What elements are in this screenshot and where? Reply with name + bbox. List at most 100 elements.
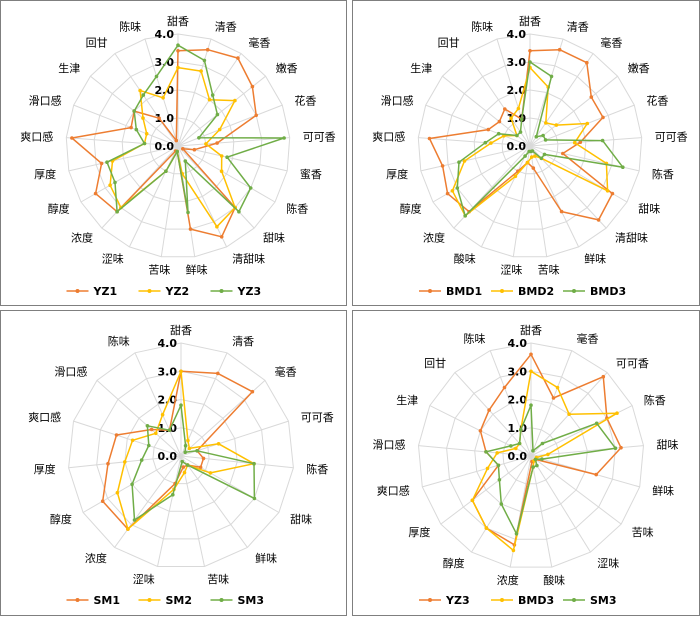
- series-point: [525, 160, 530, 165]
- series-point: [248, 186, 253, 190]
- series-point: [181, 465, 186, 469]
- series-point: [615, 411, 619, 415]
- series-point: [542, 152, 547, 157]
- grid-spoke: [134, 352, 182, 457]
- category-label: 嫩香: [628, 61, 650, 75]
- grid-spoke: [418, 445, 532, 457]
- series-point: [551, 396, 556, 400]
- series-point: [154, 431, 158, 436]
- grid-spoke: [489, 350, 532, 457]
- grid-spoke: [529, 145, 548, 257]
- grid-spoke: [442, 75, 531, 147]
- category-label: 浓度: [71, 231, 93, 245]
- category-label: 厚度: [34, 167, 56, 181]
- category-label: 可可香: [303, 131, 336, 144]
- grid-ring: [417, 33, 643, 258]
- series-point: [554, 123, 559, 127]
- series-point: [215, 224, 219, 229]
- category-label: 嫩香: [276, 61, 298, 75]
- series-point: [215, 141, 219, 145]
- series-point: [523, 154, 527, 158]
- category-label: 爽口感: [377, 485, 410, 498]
- category-label: 厚度: [408, 525, 430, 539]
- category-label: 醇度: [443, 556, 465, 570]
- category-label: 鲜味: [584, 252, 606, 266]
- series-point: [171, 492, 175, 497]
- series-point: [100, 499, 105, 503]
- tick-label: 1.0: [508, 422, 528, 435]
- grid-spoke: [180, 352, 228, 457]
- category-label: 可可香: [655, 131, 688, 144]
- tick-label: 2.0: [507, 84, 527, 97]
- category-label: 陈味: [464, 332, 486, 346]
- grid-spoke: [530, 445, 644, 457]
- series-point: [463, 214, 467, 218]
- series-point: [199, 69, 203, 73]
- legend-label: BMD3: [518, 594, 554, 607]
- series-point: [518, 130, 523, 134]
- series-point: [539, 156, 544, 161]
- legend-marker: [75, 598, 80, 602]
- category-label: 涩味: [500, 264, 522, 277]
- category-label: 甜味: [290, 513, 312, 526]
- category-label: 陈香: [644, 393, 666, 407]
- category-label: 陈香: [306, 462, 328, 476]
- series-point: [427, 136, 432, 141]
- series-point: [216, 371, 220, 376]
- category-label: 爽口感: [28, 411, 61, 424]
- series-point: [179, 403, 183, 407]
- tick-label: 3.0: [507, 56, 527, 69]
- series-point: [188, 227, 193, 231]
- series-point: [219, 154, 224, 158]
- series-point: [527, 149, 531, 154]
- series-point: [549, 74, 554, 79]
- legend-label: SM2: [166, 594, 193, 607]
- legend-marker: [500, 598, 504, 602]
- grid-spoke: [420, 145, 531, 172]
- grid-ring: [149, 117, 207, 175]
- series-point: [594, 472, 598, 477]
- series-point: [531, 465, 535, 469]
- legend-marker: [428, 598, 432, 602]
- category-label: 醇度: [50, 512, 72, 526]
- series-point: [108, 183, 112, 187]
- series-point: [484, 450, 488, 454]
- category-label: 苦味: [632, 526, 654, 539]
- legend-marker: [75, 289, 80, 293]
- legend-label: YZ3: [445, 594, 470, 607]
- series-point: [141, 93, 146, 97]
- series-point: [462, 159, 467, 163]
- series-point: [572, 140, 577, 145]
- series-point: [534, 134, 539, 139]
- series-point: [179, 369, 183, 374]
- series-point: [147, 443, 151, 448]
- grid-spoke: [180, 455, 294, 469]
- series-point: [589, 95, 594, 99]
- category-label: 涩味: [133, 573, 155, 586]
- tick-label: 0.0: [158, 450, 178, 463]
- radar-panel-yz: 甜香 清香 毫香 嫩香 花香 可可香 蜜香 陈香 甜味 清甜味 鲜味 苦味 涩味 浓度 醇度 厚度 爽口感 滑口感…: [0, 0, 347, 306]
- grid-spoke: [530, 455, 591, 553]
- series-point: [514, 446, 518, 451]
- grid-ring: [93, 61, 263, 230]
- series-point: [142, 141, 147, 146]
- series-point: [511, 548, 516, 553]
- category-label: 生津: [396, 393, 418, 407]
- category-label: 毫香: [275, 365, 297, 379]
- series-point: [93, 191, 98, 196]
- series-point: [486, 127, 491, 132]
- category-label: 爽口感: [372, 131, 405, 144]
- series-point: [502, 385, 507, 390]
- series-point: [254, 113, 258, 118]
- series-point: [497, 478, 502, 482]
- grid-spoke: [425, 104, 531, 147]
- series-point: [496, 131, 501, 136]
- category-label: 鲜味: [255, 551, 277, 565]
- series-point: [186, 210, 190, 215]
- category-label: 甜味: [657, 438, 679, 451]
- tick-label: 0.0: [155, 140, 175, 153]
- grid-ring: [501, 117, 559, 175]
- series-line: [428, 48, 614, 221]
- legend-marker: [219, 598, 224, 602]
